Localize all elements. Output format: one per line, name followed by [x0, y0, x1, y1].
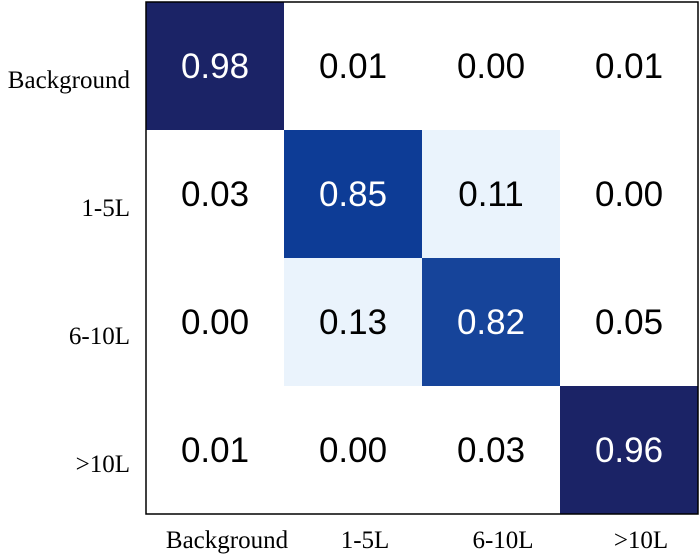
- heatmap-cell-r2-c3: [560, 258, 698, 386]
- x-axis-tick-labels: Background 1-5L 6-10L >10L: [166, 527, 668, 554]
- cell-value-label: 0.85: [319, 175, 387, 214]
- x-tick-label: >10L: [614, 527, 668, 554]
- cell-value-label: 0.13: [319, 303, 387, 342]
- cell-value-label: 0.00: [319, 431, 387, 470]
- heatmap-cell-r0-c1: [284, 2, 422, 130]
- cell-value-label: 0.01: [595, 47, 663, 86]
- x-tick-label: Background: [166, 527, 289, 554]
- y-tick-label: 6-10L: [69, 323, 130, 350]
- heatmap-cell-r0-c0: [146, 2, 284, 130]
- heatmap-cell-r2-c1: [284, 258, 422, 386]
- x-tick-label: 6-10L: [472, 527, 533, 554]
- x-tick-label: 1-5L: [341, 527, 390, 554]
- cell-value-label: 0.96: [595, 431, 663, 470]
- heatmap-cell-r1-c1: [284, 130, 422, 258]
- y-axis-tick-labels: Background 1-5L 6-10L >10L: [8, 67, 131, 478]
- heatmap-cells: [146, 2, 698, 514]
- cell-value-label: 0.01: [319, 47, 387, 86]
- heatmap-cell-r3-c1: [284, 386, 422, 514]
- cell-value-label: 0.00: [457, 47, 525, 86]
- cell-value-label: 0.98: [181, 47, 249, 86]
- cell-value-label: 0.11: [458, 175, 524, 214]
- y-tick-label: Background: [8, 67, 131, 94]
- heatmap-cell-r3-c0: [146, 386, 284, 514]
- heatmap-cell-r3-c2: [422, 386, 560, 514]
- y-tick-label: 1-5L: [81, 195, 130, 222]
- heatmap-value-labels: 0.98 0.01 0.00 0.01 0.03 0.85 0.11 0.00 0.00 0.13…: [181, 47, 663, 470]
- heatmap-cell-r2-c2: [422, 258, 560, 386]
- cell-value-label: 0.03: [181, 175, 249, 214]
- heatmap-cell-r2-c0: [146, 258, 284, 386]
- cell-value-label: 0.00: [595, 175, 663, 214]
- heatmap-cell-r0-c3: [560, 2, 698, 130]
- heatmap-cell-r1-c3: [560, 130, 698, 258]
- cell-value-label: 0.01: [181, 431, 249, 470]
- y-tick-label: >10L: [76, 451, 130, 478]
- cell-value-label: 0.00: [181, 303, 249, 342]
- heatmap-cell-r1-c2: [422, 130, 560, 258]
- heatmap-cell-r3-c3: [560, 386, 698, 514]
- heatmap-cell-r0-c2: [422, 2, 560, 130]
- heatmap-cell-r1-c0: [146, 130, 284, 258]
- cell-value-label: 0.03: [457, 431, 525, 470]
- cell-value-label: 0.05: [595, 303, 663, 342]
- plot-frame: [145, 1, 699, 515]
- cell-value-label: 0.82: [457, 303, 525, 342]
